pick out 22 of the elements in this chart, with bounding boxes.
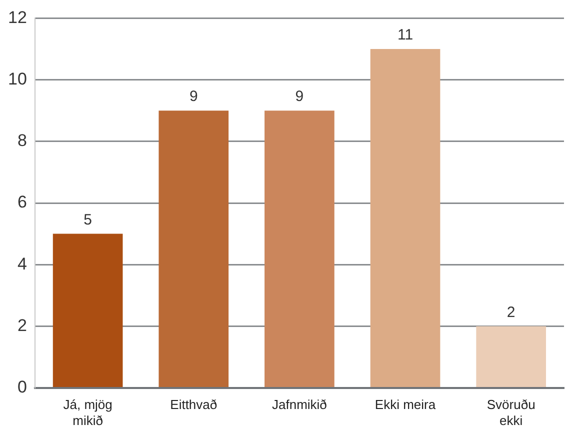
- x-tick-label: Ekki meira: [374, 397, 436, 412]
- y-tick-label: 10: [8, 69, 27, 88]
- data-label: 5: [84, 211, 92, 228]
- bar: [476, 326, 546, 388]
- x-tick-label: Jafnmikið: [272, 397, 327, 412]
- data-label: 2: [506, 304, 516, 321]
- bar: [264, 110, 334, 388]
- y-tick-label: 4: [17, 254, 27, 274]
- y-tick-label: 8: [17, 131, 27, 150]
- y-tick-label: 0: [17, 377, 27, 396]
- x-tick-label: Eitthvað: [170, 397, 218, 412]
- data-label: 9: [189, 88, 198, 106]
- data-label: 9: [295, 88, 304, 106]
- y-tick-label: 2: [17, 316, 27, 335]
- y-tick-label: 6: [17, 192, 27, 212]
- data-label: 11: [397, 26, 414, 44]
- x-tick-label: Svöruðu ekki: [486, 397, 536, 428]
- bar: [158, 110, 229, 388]
- y-tick-label: 12: [8, 8, 27, 27]
- bar: [370, 49, 440, 388]
- bar: [52, 234, 123, 388]
- x-tick-label: Já, mjög mikið: [63, 397, 112, 428]
